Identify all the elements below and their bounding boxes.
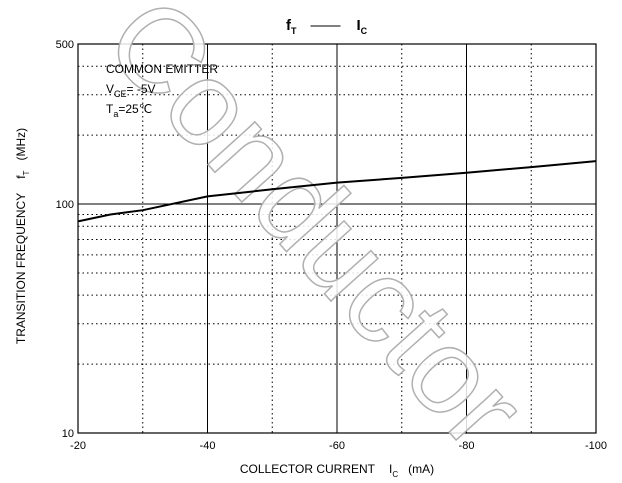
- label-symbol: f: [14, 175, 28, 179]
- y-axis-label: TRANSITION FREQUENCY fT (MHz): [14, 128, 31, 344]
- x-tick-label: -20: [70, 440, 86, 452]
- annotation-text: V: [106, 82, 114, 96]
- annotation: VCE= -5V: [106, 82, 156, 99]
- title-sub: C: [361, 26, 368, 36]
- title-sub: T: [291, 26, 297, 36]
- title-dash: ——: [311, 17, 341, 34]
- x-axis-label: COLLECTOR CURRENT IC (mA): [240, 462, 434, 479]
- x-tick-label: -60: [329, 440, 345, 452]
- plot-frame: [77, 43, 597, 434]
- title-symbol: I: [357, 17, 361, 34]
- annotation: COMMON EMITTER: [106, 62, 218, 76]
- y-tick-label: 500: [56, 39, 74, 51]
- y-tick-label: 10: [62, 428, 74, 440]
- annotation-text: COMMON EMITTER: [106, 62, 218, 76]
- label-sub: T: [22, 170, 31, 175]
- annotation-rest: =25℃: [118, 102, 152, 116]
- x-tick-label: -80: [459, 440, 475, 452]
- x-tick-label: -100: [585, 440, 607, 452]
- y-tick-label: 100: [56, 199, 74, 211]
- chart-title: fT —— IC: [286, 17, 368, 36]
- label-unit: (mA): [408, 462, 434, 476]
- title-symbol: f: [286, 17, 292, 34]
- label-text: TRANSITION FREQUENCY: [14, 193, 28, 344]
- annotation-rest: = -5V: [127, 82, 156, 96]
- label-unit: (MHz): [14, 128, 28, 161]
- annotation: Ta=25℃: [106, 102, 152, 119]
- label-symbol: I: [389, 462, 392, 476]
- annotation-sub: a: [113, 109, 118, 119]
- annotation-sub: CE: [114, 89, 127, 99]
- label-text: COLLECTOR CURRENT: [240, 462, 376, 476]
- x-tick-label: -40: [200, 440, 216, 452]
- label-sub: C: [392, 470, 398, 479]
- annotation-text: T: [106, 102, 114, 116]
- series-line: [77, 160, 597, 223]
